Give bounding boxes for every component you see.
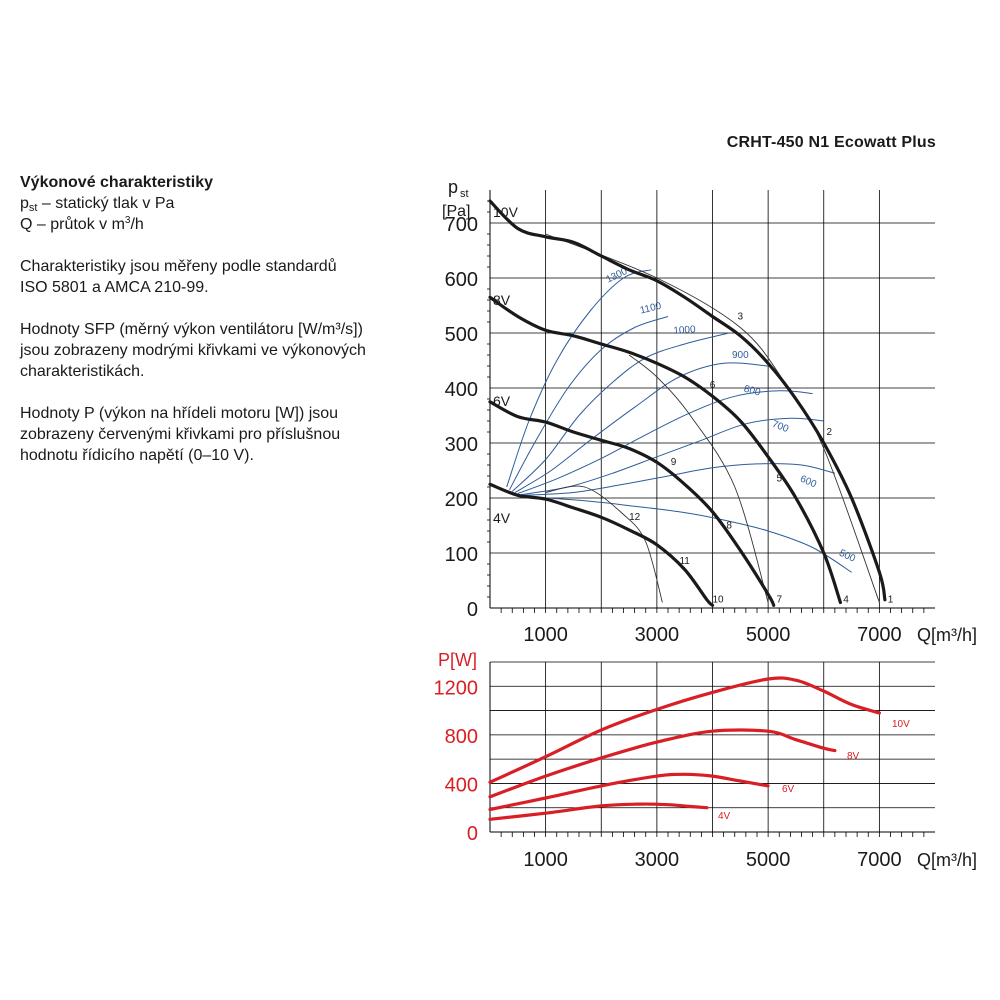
pressure-curve-6V <box>488 400 776 607</box>
q-definition: Q – průtok v m <box>20 216 125 233</box>
sfp-label: 1100 <box>639 301 663 317</box>
x-tick-label: 7000 <box>857 849 902 871</box>
y-tick-label: 400 <box>445 774 478 796</box>
pressure-series-label: 10V <box>493 204 519 220</box>
operating-point-label: 7 <box>776 595 782 606</box>
y-tick-label: 800 <box>445 726 478 748</box>
power-curve-6V <box>488 772 770 812</box>
q-unit-end: /h <box>130 216 144 233</box>
y-tick-label: 500 <box>445 324 478 346</box>
x-axis-label: Q[m³/h] <box>917 625 977 645</box>
power-curve-8V <box>488 728 837 799</box>
y-tick-label: 100 <box>445 544 478 566</box>
description-heading-group: Výkonové charakteristiky pst – statický … <box>20 172 420 235</box>
operating-point-label: 3 <box>738 311 744 322</box>
operating-line <box>628 354 769 603</box>
standards-line-2: ISO 5801 a AMCA 210-99. <box>20 279 209 296</box>
sfp-paragraph: Hodnoty SFP (měrný výkon ventilátoru [W/… <box>20 319 420 382</box>
power-curve-4V <box>488 802 709 821</box>
operating-line <box>545 233 880 603</box>
sfp-line-1: Hodnoty SFP (měrný výkon ventilátoru [W/… <box>20 321 363 338</box>
operating-point-label: 10 <box>713 595 725 606</box>
operating-line <box>545 485 663 603</box>
sfp-curve <box>511 332 730 492</box>
description-block: Výkonové charakteristiky pst – statický … <box>20 172 420 487</box>
sfp-label: 900 <box>732 350 749 361</box>
x-tick-label: 5000 <box>746 624 791 646</box>
sfp-curve <box>506 269 652 488</box>
operating-point-label: 5 <box>776 474 782 485</box>
sfp-curve <box>528 496 852 573</box>
sfp-line-3: charakteristikách. <box>20 363 145 380</box>
y-axis-label: P[W] <box>438 650 477 670</box>
operating-point-label: 9 <box>671 457 677 468</box>
power-series-label: 4V <box>718 811 731 822</box>
x-tick-label: 5000 <box>746 849 791 871</box>
sfp-label: 600 <box>798 474 818 491</box>
x-tick-label: 3000 <box>635 849 680 871</box>
operating-point-label: 6 <box>710 380 716 391</box>
pressure-series-label: 6V <box>493 393 511 409</box>
y-tick-label: 0 <box>467 823 478 845</box>
product-title: CRHT-450 N1 Ecowatt Plus <box>726 134 936 151</box>
pressure-curve-8V <box>488 295 842 605</box>
y-axis-label: p <box>448 177 458 197</box>
sfp-curve <box>520 417 824 496</box>
power-series-label: 6V <box>782 784 795 795</box>
x-tick-label: 7000 <box>857 624 902 646</box>
power-curve-10V <box>488 676 881 784</box>
operating-point-label: 11 <box>679 556 690 567</box>
sfp-label: 700 <box>770 419 790 435</box>
sfp-curve <box>514 362 769 493</box>
description-heading: Výkonové charakteristiky <box>20 174 213 191</box>
operating-point-label: 2 <box>827 427 833 438</box>
x-axis-label: Q[m³/h] <box>917 850 977 870</box>
power-chart: 0 400 800 1200 1000 3000 5000 7000 Q[m³/h] P[W] 10… <box>434 650 978 871</box>
y-tick-label: 600 <box>445 269 478 291</box>
y-tick-label: 0 <box>467 599 478 621</box>
sfp-label: 1000 <box>673 324 696 337</box>
power-line-2: zobrazeny červenými křivkami pro přísluš… <box>20 426 341 443</box>
x-tick-label: 1000 <box>523 624 568 646</box>
pst-symbol: p <box>20 195 29 212</box>
power-paragraph: Hodnoty P (výkon na hřídeli motoru [W]) … <box>20 403 420 466</box>
q-superscript: 3 <box>124 215 131 226</box>
operating-point-label: 4 <box>843 595 849 606</box>
standards-line-1: Charakteristiky jsou měřeny podle standa… <box>20 258 337 275</box>
power-series-label: 8V <box>847 751 860 762</box>
power-series-label: 10V <box>892 719 910 730</box>
sfp-line-2: jsou zobrazeny modrými křivkami ve výkon… <box>20 342 366 359</box>
operating-point-label: 1 <box>888 595 894 606</box>
y-tick-label: 300 <box>445 434 478 456</box>
pressure-curve-4V <box>488 482 715 607</box>
power-line-3: hodnotu řídicího napětí (0–10 V). <box>20 447 254 464</box>
power-line-1: Hodnoty P (výkon na hřídeli motoru [W]) … <box>20 405 339 422</box>
standards-paragraph: Charakteristiky jsou měřeny podle standa… <box>20 256 420 298</box>
y-axis-label-sub: st <box>460 188 469 200</box>
x-tick-label: 3000 <box>635 624 680 646</box>
y-axis-unit: [Pa] <box>442 203 470 220</box>
sfp-curve <box>523 463 836 496</box>
pst-subscript: st <box>28 202 38 214</box>
pressure-series-label: 8V <box>493 292 511 308</box>
operating-point-label: 8 <box>726 520 732 531</box>
pressure-chart: 0 100 200 300 400 500 600 700 1000 3000 5000 7000 Q[… <box>442 177 977 646</box>
y-tick-label: 200 <box>445 489 478 511</box>
operating-point-label: 12 <box>629 512 641 523</box>
sfp-label: 500 <box>837 548 857 565</box>
sfp-label: 800 <box>743 384 762 399</box>
x-tick-label: 1000 <box>523 849 568 871</box>
y-tick-label: 1200 <box>434 677 479 699</box>
pst-definition: – statický tlak v Pa <box>37 195 175 212</box>
pressure-series-label: 4V <box>493 510 511 526</box>
y-tick-label: 400 <box>445 379 478 401</box>
sfp-curve <box>509 316 669 491</box>
sfp-curve <box>517 390 813 495</box>
pressure-curve-10V <box>488 199 887 602</box>
y-tick-label: 700 <box>445 214 478 236</box>
